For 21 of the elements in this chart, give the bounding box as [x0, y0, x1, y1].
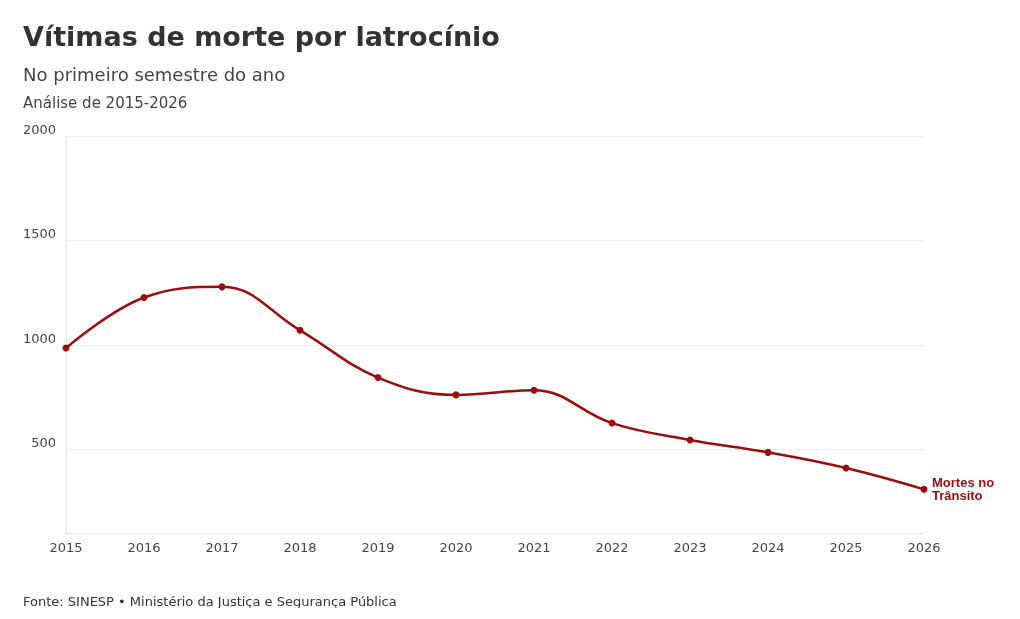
x-tick-label: 2022 — [595, 540, 629, 555]
y-tick-label: 1000 — [22, 330, 56, 346]
y-tick-label: 1500 — [22, 226, 56, 242]
chart-title: Vítimas de morte por latrocínio — [23, 21, 500, 52]
x-tick-label: 2015 — [49, 540, 83, 555]
x-tick-label: 2021 — [517, 540, 551, 555]
y-tick-label: 500 — [31, 435, 56, 451]
x-tick-label: 2026 — [907, 540, 941, 555]
x-tick-label: 2023 — [673, 540, 707, 555]
x-tick-label: 2024 — [751, 540, 785, 555]
x-tick-label: 2017 — [205, 540, 239, 555]
x-tick-label: 2018 — [283, 540, 317, 555]
text: Análise de 2015-2026 — [23, 93, 188, 112]
x-tick-label: 2019 — [361, 540, 395, 555]
x-tick-label: 2025 — [829, 540, 863, 555]
chart-subtitle: No primeiro semestre do ano — [23, 63, 286, 85]
y-tick-label: 2000 — [22, 122, 56, 137]
x-tick-label: 2016 — [127, 540, 161, 555]
x-tick-label: 2020 — [439, 540, 473, 555]
source-note: Fonte: SINESP • Ministério da Justiça e Segurança Pública — [23, 594, 397, 609]
series-label: Mortes no Trânsito — [932, 475, 995, 504]
